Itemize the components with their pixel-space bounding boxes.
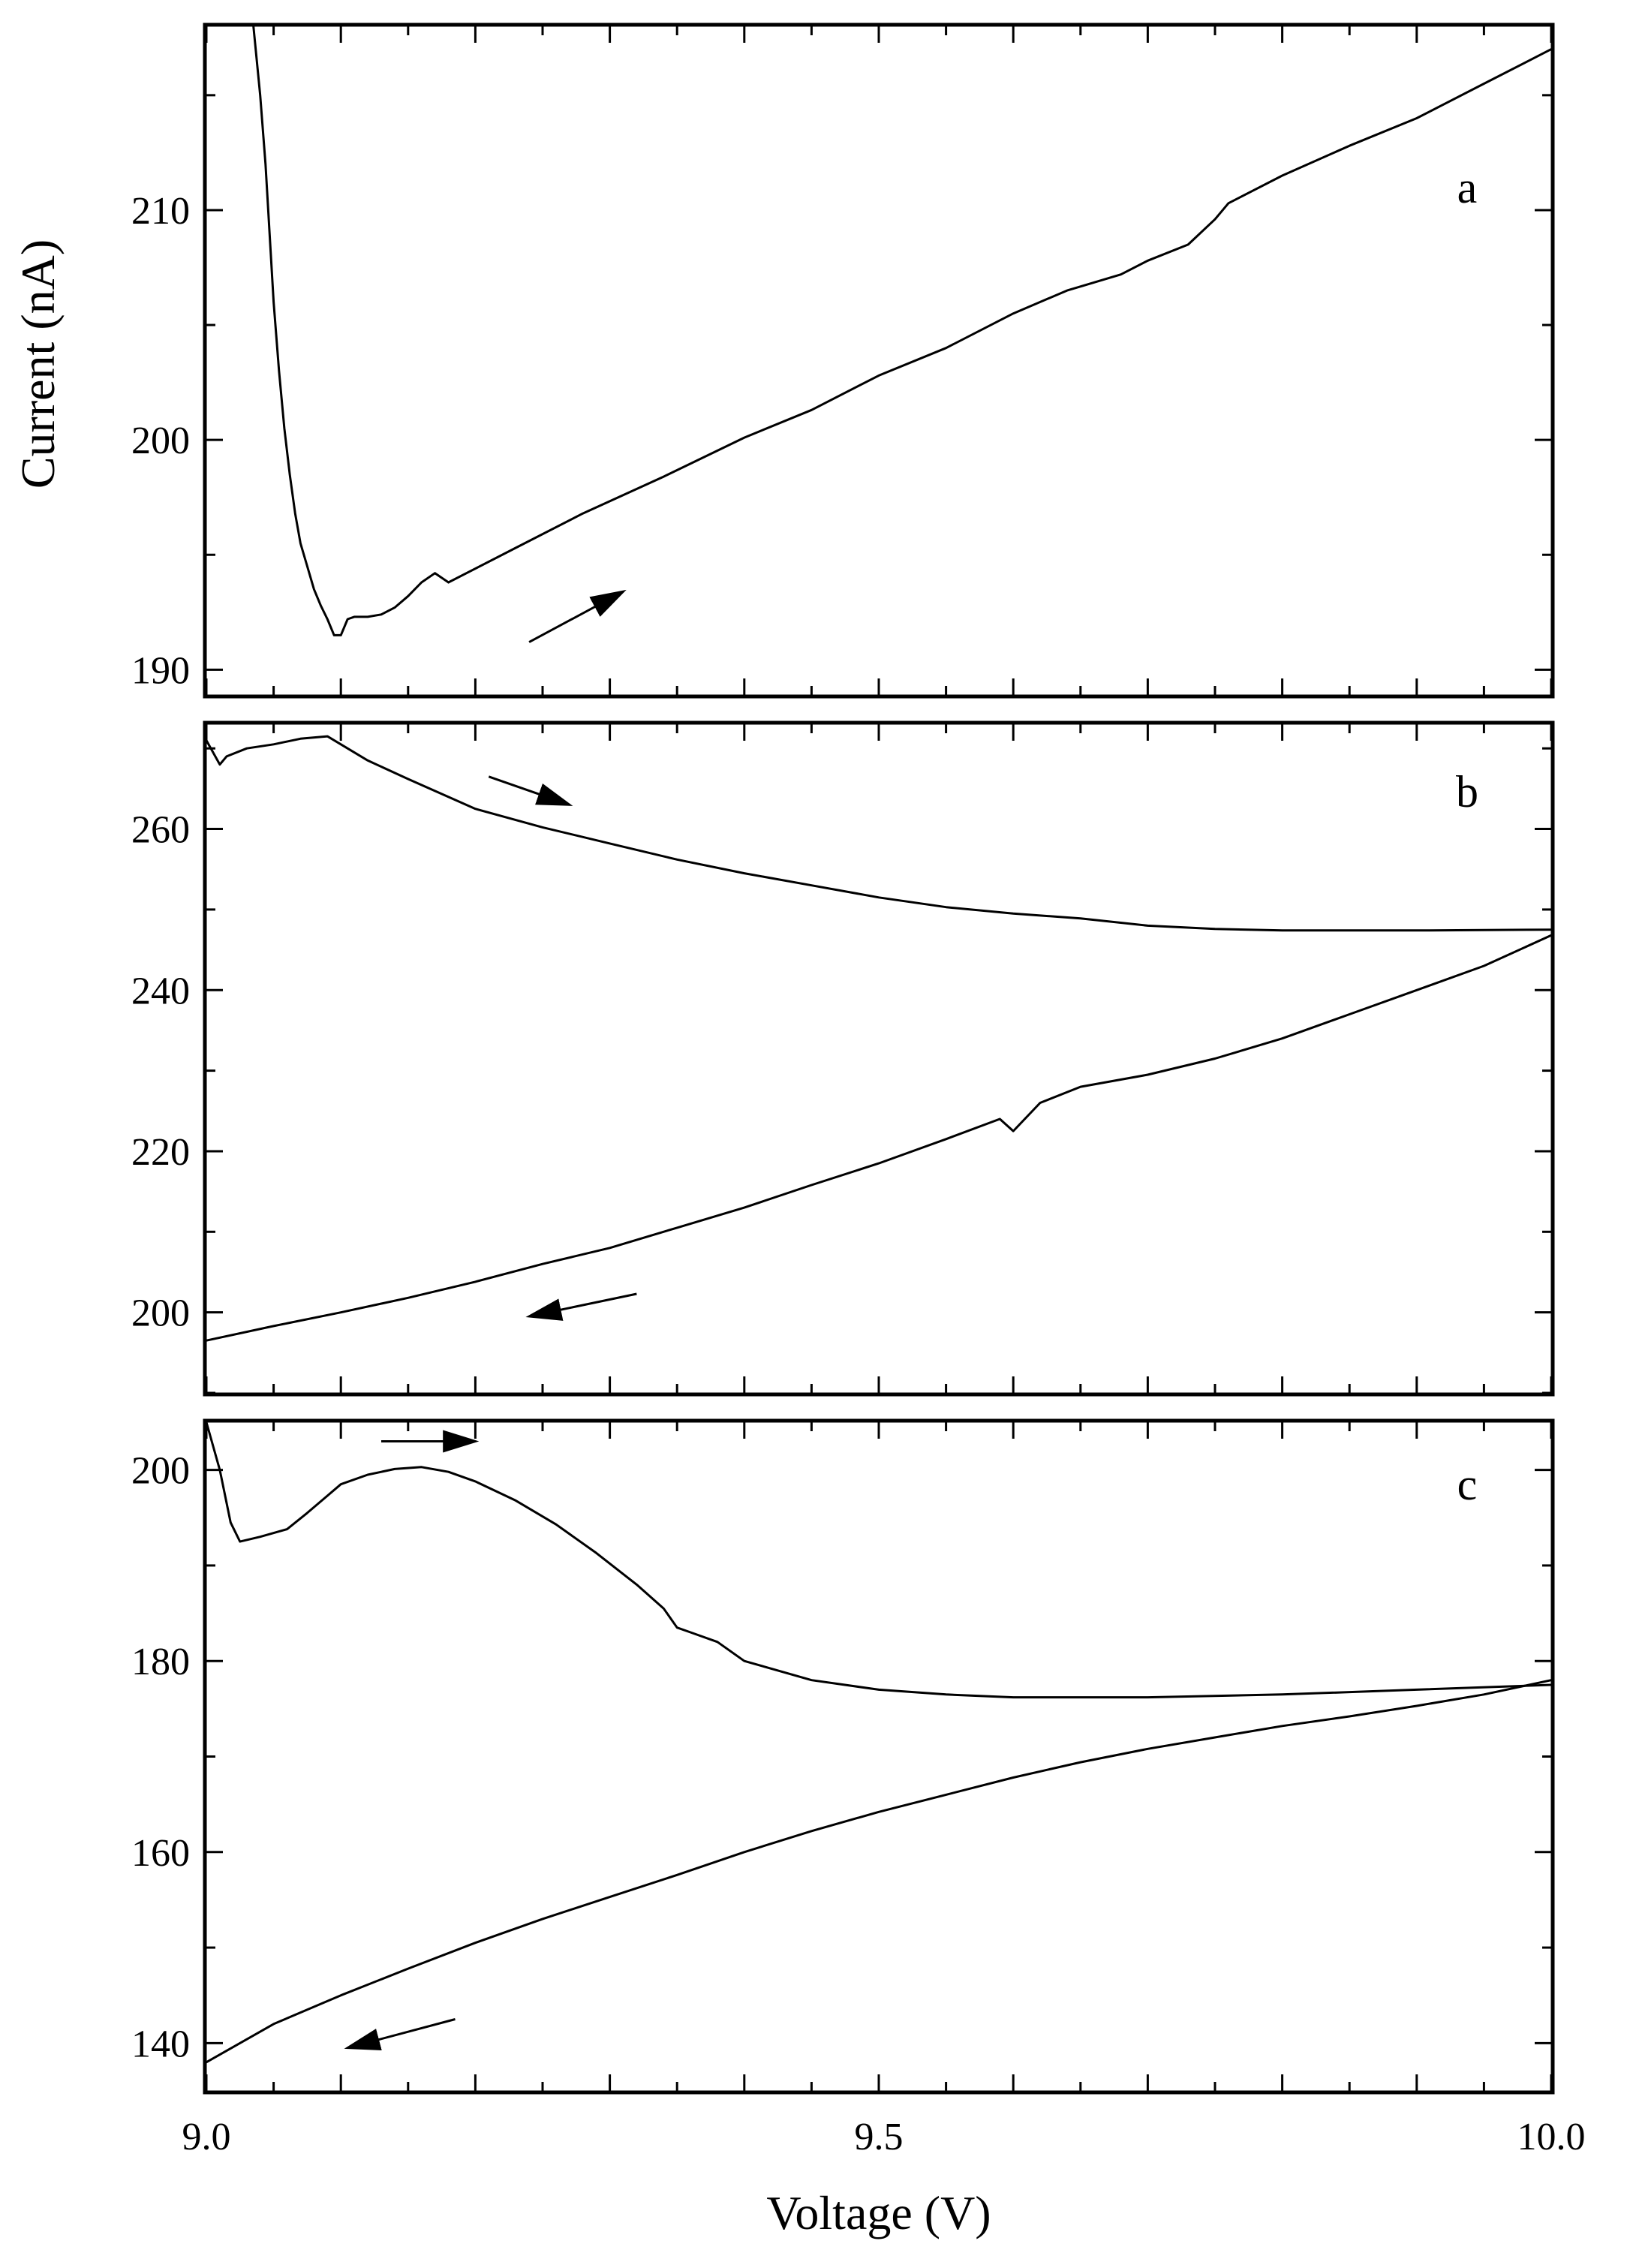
panel-a-frame [203,23,1555,699]
panel-c-reverse-trace-0 [205,1679,1553,2064]
panel-b: 200 220 240 260 b [131,720,1555,1397]
panel-b-arrows [488,775,637,1321]
panel-b-direction-arrow-1 [525,1292,637,1321]
panel-c-letter: c [1457,1460,1478,1509]
panel-b-traces [205,735,1553,1342]
panel-a-traces [252,25,1553,636]
x-tick-label: 10.0 [1517,2116,1586,2158]
panel-b-direction-arrow-0 [488,775,573,806]
panel-c-ticks [205,1422,1553,2091]
panel-a-ytick-label: 190 [131,649,190,692]
panel-c-ytick-label: 200 [131,1450,190,1493]
panel-a-letter: a [1457,163,1478,212]
panel-b-ytick-label: 220 [131,1131,190,1174]
panel-c-ytick-label: 180 [131,1641,190,1683]
panel-b-ticks [205,724,1553,1394]
panel-c: 140 160 180 200 9.0 9.5 10.0 c [131,1418,1586,2158]
panel-b-ytick-labels: 200 220 240 260 [131,809,190,1335]
panel-a-forward-trace-1 [447,48,1553,584]
panel-b-reverse-trace-0 [205,934,1553,1342]
panel-c-forward-trace-0 [205,1421,1553,1699]
panel-b-ytick-label: 240 [131,970,190,1012]
y-axis-title: Current (nA) [11,239,65,489]
panel-b-ytick-label: 260 [131,809,190,852]
panel-b-forward-trace-0 [205,735,1553,932]
x-axis-title: Voltage (V) [766,2186,991,2239]
panel-c-arrows [344,1430,480,2051]
panel-a-direction-arrow-0 [528,589,627,643]
panel-c-frame [203,1418,1555,2095]
x-tick-label: 9.0 [182,2116,231,2158]
panel-a: 190 200 210 a [131,23,1555,699]
panel-c-xtick-labels: 9.0 9.5 10.0 [182,2116,1586,2158]
panel-c-direction-arrow-1 [344,2018,456,2051]
panel-b-frame [203,720,1555,1397]
panel-a-ytick-labels: 190 200 210 [131,190,190,692]
panel-a-forward-trace-0 [252,25,450,636]
panel-a-ticks [205,26,1553,695]
panel-b-ytick-label: 200 [131,1292,190,1335]
panel-b-letter: b [1456,767,1478,817]
panel-a-arrows [528,589,627,643]
panel-a-ytick-label: 200 [131,420,190,462]
panel-a-ytick-label: 210 [131,190,190,233]
panel-c-ytick-label: 160 [131,1832,190,1875]
panel-c-ytick-label: 140 [131,2023,190,2065]
panel-c-ytick-labels: 140 160 180 200 [131,1450,190,2066]
x-tick-label: 9.5 [855,2116,904,2158]
panel-c-traces [205,1421,1553,2064]
